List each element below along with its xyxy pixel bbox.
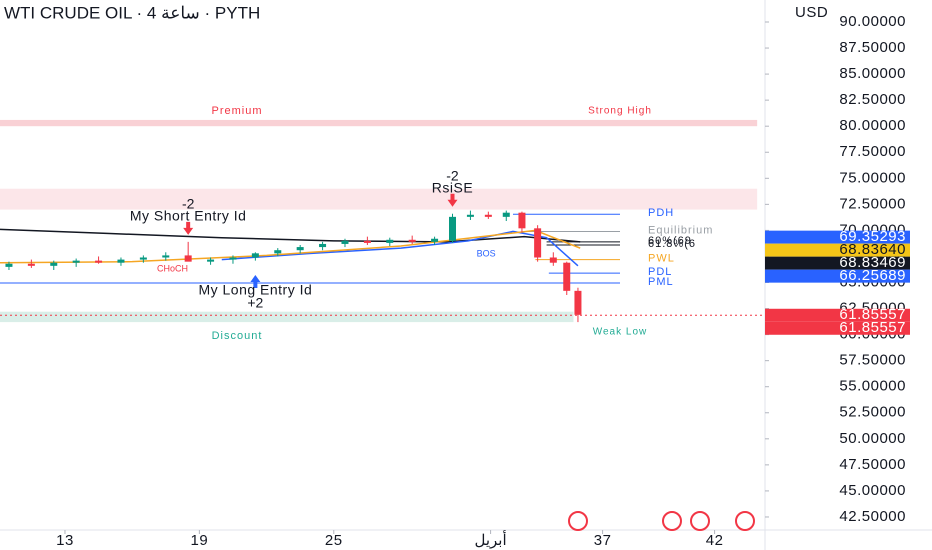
- price-tag: [765, 321, 910, 335]
- price-tag: [765, 230, 910, 244]
- price-tag: [765, 256, 910, 270]
- axis-unit: USD: [795, 4, 828, 21]
- y-tick-label: 45.00000: [839, 482, 906, 499]
- x-tick-label: 37: [594, 532, 612, 549]
- candle-body: [449, 216, 457, 241]
- price-tag-label: 66.25689: [839, 267, 906, 284]
- x-tick-label: 13: [56, 532, 74, 549]
- y-tick-label: 77.50000: [839, 143, 906, 160]
- candle-body: [274, 250, 282, 254]
- y-tick-label: 50.00000: [839, 430, 906, 447]
- y-tick-label: 55.00000: [839, 378, 906, 395]
- signal-name: My Long Entry Id: [198, 282, 312, 298]
- y-tick-label: 90.00000: [839, 13, 906, 30]
- candle-body: [563, 262, 571, 291]
- level-label: 60%(69: [648, 235, 692, 247]
- y-tick-label: 57.50000: [839, 352, 906, 369]
- candle-body: [549, 257, 557, 263]
- candle-body: [162, 255, 170, 258]
- candle-body: [484, 214, 492, 217]
- chart-title: WTI CRUDE OIL · 4 ساعة · PYTH: [4, 3, 260, 22]
- level-label: PML: [648, 276, 674, 288]
- x-tick-label: 42: [706, 532, 724, 549]
- candle-body: [139, 257, 147, 260]
- candle-body: [341, 240, 349, 244]
- candle-body: [95, 260, 103, 263]
- ma-line: [0, 228, 581, 243]
- price-tag-label: 68.83640: [839, 241, 906, 258]
- candle-body: [534, 228, 542, 258]
- zone: [0, 188, 758, 210]
- candle-body: [408, 239, 416, 242]
- price-tag: [765, 308, 910, 322]
- zone-name: Discount: [212, 330, 263, 342]
- signal-arrow: [447, 193, 458, 207]
- candle-body: [50, 262, 58, 266]
- x-tick-label: أبريل: [475, 530, 507, 549]
- signal-qty: -2: [182, 196, 195, 212]
- candle-body: [5, 263, 13, 267]
- price-tag: [765, 243, 910, 257]
- level-label: 61.8%(6: [648, 238, 696, 250]
- price-tag: [765, 269, 910, 283]
- y-tick-label: 87.50000: [839, 39, 906, 56]
- price-tag-label: 68.83469: [839, 254, 906, 271]
- zone: [0, 119, 758, 127]
- candle-body: [518, 212, 526, 229]
- candle-body: [229, 257, 237, 260]
- candle-body: [296, 247, 304, 251]
- candle-body: [251, 253, 259, 258]
- price-tag-label: 61.85557: [839, 319, 906, 336]
- x-tick-label: 19: [191, 532, 209, 549]
- y-tick-label: 47.50000: [839, 456, 906, 473]
- level-label: PDL: [648, 266, 672, 278]
- signal-name: My Short Entry Id: [130, 208, 247, 224]
- level-label: Equilibrium: [648, 224, 713, 236]
- zone-name: Premium: [211, 105, 262, 117]
- candle-body: [502, 212, 510, 217]
- candle-body: [319, 243, 327, 248]
- ma-line: [221, 230, 579, 267]
- x-tick-label: 25: [325, 532, 343, 549]
- signal-arrow: [183, 221, 194, 235]
- candle-body: [431, 238, 439, 242]
- candle-body: [386, 239, 394, 243]
- level-label: PWL: [648, 252, 675, 264]
- zone-label: Weak Low: [593, 327, 648, 338]
- signal-arrow: [250, 274, 261, 288]
- y-tick-label: 80.00000: [839, 117, 906, 134]
- y-tick-label: 52.50000: [839, 404, 906, 421]
- y-tick-label: 85.00000: [839, 65, 906, 82]
- candle-body: [72, 260, 80, 263]
- level-label: PDH: [648, 207, 674, 219]
- signal-name: RsiSE: [432, 179, 473, 195]
- structure-label: BOS: [477, 249, 496, 259]
- candle-body: [184, 255, 192, 262]
- y-tick-label: 75.00000: [839, 169, 906, 186]
- signal-qty: +2: [247, 295, 263, 311]
- y-tick-label: 42.50000: [839, 508, 906, 525]
- event-icons: [568, 511, 755, 531]
- zone: [0, 311, 574, 323]
- candle-body: [27, 263, 35, 266]
- price-tag-label: 61.85557: [839, 306, 906, 323]
- signal-qty: -2: [446, 167, 459, 183]
- candle-body: [363, 240, 371, 243]
- candle-body: [117, 259, 125, 263]
- candle-body: [574, 290, 582, 315]
- price-tag-label: 69.35293: [839, 228, 906, 245]
- zone-label: Strong High: [588, 106, 652, 117]
- y-tick-label: 82.50000: [839, 91, 906, 108]
- candle-body: [466, 214, 474, 217]
- y-tick-label: 72.50000: [839, 195, 906, 212]
- candle-body: [207, 259, 215, 262]
- structure-label: CHoCH: [157, 263, 188, 273]
